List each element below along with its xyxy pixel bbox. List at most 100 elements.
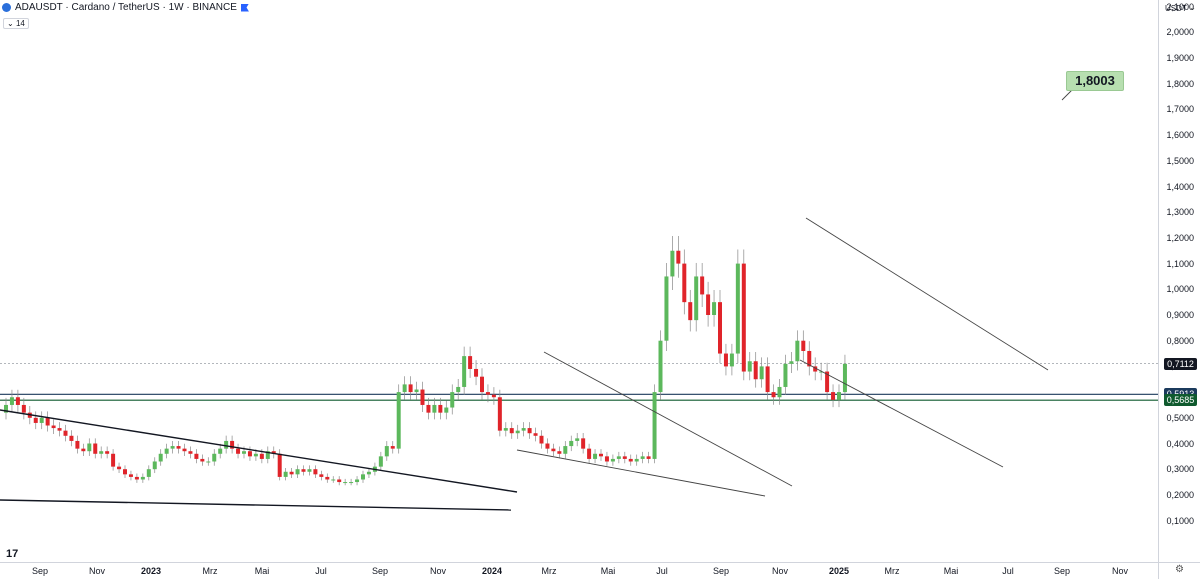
time-tick-label: Mai <box>254 566 270 576</box>
candle-body <box>265 451 270 459</box>
target-price-label[interactable]: 1,8003 <box>1066 71 1124 91</box>
candle-body <box>509 428 514 434</box>
currency-label[interactable]: USDT <box>1165 4 1187 13</box>
candle-body <box>313 469 318 475</box>
symbol-title: ADAUSDT · Cardano / TetherUS · 1W · BINA… <box>15 2 237 13</box>
candle-body <box>9 397 14 405</box>
candle-body <box>700 276 705 295</box>
price-tick-label: 1,2000 <box>1166 232 1194 243</box>
candle-body <box>563 446 568 454</box>
candle-body <box>694 276 699 321</box>
candle-body <box>170 446 175 449</box>
candle-body <box>343 482 348 484</box>
price-tag[interactable]: 0,7112 <box>1164 357 1197 370</box>
price-tick-label: 1,9000 <box>1166 53 1194 63</box>
price-tick-label: 1,6000 <box>1166 130 1194 141</box>
tradingview-logo-icon[interactable]: 17 <box>6 548 19 560</box>
time-tick-label: Nov <box>88 566 106 576</box>
exchange-flag-icon <box>240 3 249 12</box>
trendline-lower-2024 <box>516 449 766 497</box>
candle-body <box>236 448 241 454</box>
price-tick-label: 1,4000 <box>1166 181 1194 192</box>
candle-body <box>307 469 312 472</box>
candle-body <box>622 456 627 459</box>
candle-body <box>783 363 788 387</box>
candle-body <box>224 440 229 449</box>
chart-plot-area[interactable]: ADAUSDT · Cardano / TetherUS · 1W · BINA… <box>0 0 1158 562</box>
time-tick-label: Mrz <box>202 566 218 576</box>
candle-body <box>45 417 50 426</box>
candle-body <box>99 451 104 454</box>
candle-body <box>212 453 217 462</box>
price-tick-label: 0,9000 <box>1166 310 1194 320</box>
candle-body <box>735 263 740 354</box>
candle-body <box>337 479 342 483</box>
time-tick-label: Jul <box>315 566 327 576</box>
price-tag[interactable]: 0,5685 <box>1164 394 1197 407</box>
candle-body <box>616 456 621 459</box>
candle-body <box>289 471 294 475</box>
candle-body <box>33 417 38 423</box>
candle-body <box>87 443 92 452</box>
settings-icon[interactable]: ⚙ <box>1175 564 1184 575</box>
candle-body <box>569 440 574 447</box>
price-tick-label: 1,5000 <box>1166 155 1194 166</box>
candle-body <box>819 371 824 373</box>
candle-body <box>456 386 461 393</box>
candle-body <box>640 456 645 459</box>
candle-body <box>634 458 639 462</box>
candle-body <box>599 453 603 457</box>
candle-body <box>206 461 211 463</box>
candle-body <box>218 448 223 454</box>
candle-body <box>15 397 20 405</box>
candle-body <box>825 371 830 393</box>
price-tick-label: 2,1000 <box>1166 1 1194 12</box>
candle-body <box>295 469 300 475</box>
candle-body <box>652 392 657 459</box>
time-tick-label: Mai <box>600 566 616 576</box>
symbol-legend[interactable]: ADAUSDT · Cardano / TetherUS · 1W · BINA… <box>2 2 249 13</box>
candle-body <box>747 361 752 372</box>
candle-body <box>753 361 758 380</box>
price-axis[interactable]: USDT ⌄ 2,1000 2,0000 1,9000 1,8000 1,7000 1,6… <box>1158 0 1200 562</box>
candle-body <box>533 433 538 436</box>
candle-body <box>117 466 122 470</box>
trendline-upper-2024 <box>543 351 793 487</box>
candle-body <box>777 386 782 398</box>
time-tick-label: 2025 <box>828 566 850 576</box>
candlestick-chart[interactable] <box>0 0 1158 562</box>
candle-body <box>444 407 449 413</box>
candle-body <box>515 430 520 434</box>
time-axis[interactable]: Sep Nov 2023 Mrz Mai Jul Sep Nov 2024 Mrz Mai Jul Se… <box>0 562 1158 579</box>
candle-body <box>491 394 496 398</box>
candle-body <box>247 451 252 457</box>
price-tick-label: 1,1000 <box>1166 258 1194 269</box>
candle-body <box>503 428 508 431</box>
price-tick-label: 1,3000 <box>1166 207 1194 218</box>
candle-body <box>4 404 8 413</box>
candle-body <box>93 443 98 454</box>
chevron-down-icon[interactable]: ⌄ <box>1189 3 1196 12</box>
candle-body <box>581 438 586 449</box>
candle-body <box>283 471 288 477</box>
candle-body <box>319 474 324 477</box>
candle-body <box>593 453 598 459</box>
candle-body <box>69 435 74 441</box>
time-tick-label: Nov <box>771 566 789 576</box>
candle-body <box>450 392 455 408</box>
candle-body <box>128 474 133 477</box>
price-tick-label: 0,3000 <box>1166 464 1194 475</box>
candle-body <box>384 446 389 457</box>
candle-body <box>57 428 62 431</box>
indicator-badge[interactable]: ⌄ 14 <box>3 18 29 29</box>
candle-body <box>366 471 371 475</box>
candle-body <box>325 476 330 480</box>
trendline-upper-2022 <box>0 409 518 493</box>
candle-body <box>152 461 157 470</box>
candle-body <box>402 384 407 393</box>
candle-body <box>610 458 615 462</box>
candle-body <box>39 417 44 423</box>
price-tick-label: 0,4000 <box>1166 438 1194 449</box>
candle-body <box>230 440 235 449</box>
target-pointer-line <box>1061 89 1073 101</box>
